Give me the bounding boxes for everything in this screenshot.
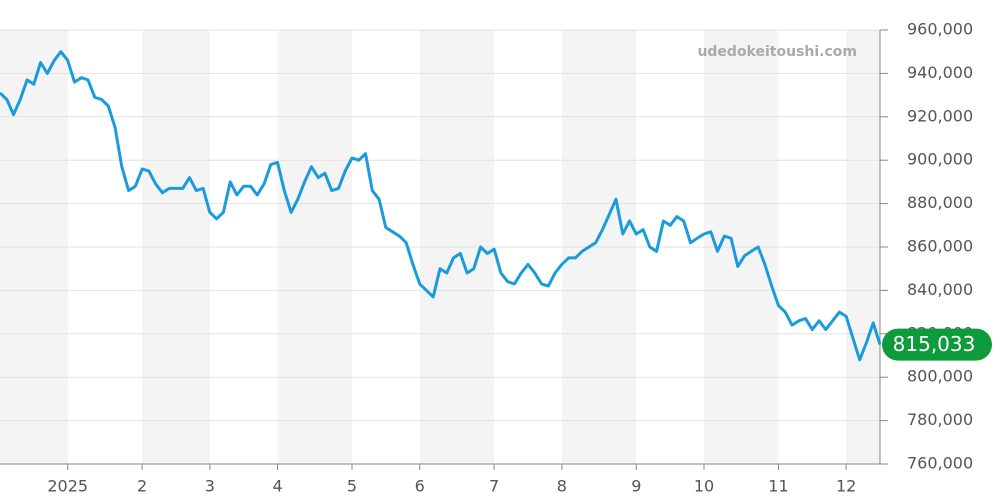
price-badge-label: 815,033 [893,332,976,356]
y-tick-label: 860,000 [907,237,973,256]
x-tick-label: 2025 [47,477,88,496]
x-tick-label: 7 [489,477,499,496]
x-tick-label: 12 [836,477,856,496]
price-badge [882,328,992,361]
x-tick-label: 6 [415,477,425,496]
x-tick-label: 4 [272,477,282,496]
x-tick-label: 8 [557,477,567,496]
y-tick-label: 960,000 [907,20,973,39]
y-tick-label: 940,000 [907,63,973,82]
watermark: udedokeitoushi.com [697,44,857,60]
x-tick-label: 9 [631,477,641,496]
y-tick-label: 760,000 [907,454,973,473]
price-line [0,50,882,362]
y-tick-label: 920,000 [907,106,973,125]
y-tick-label: 900,000 [907,150,973,169]
y-tick-label: 880,000 [907,193,973,212]
y-tick-label: 800,000 [907,367,973,386]
x-tick-label: 3 [205,477,215,496]
x-tick-label: 11 [768,477,788,496]
x-tick-label: 2 [137,477,147,496]
x-tick-label: 10 [694,477,714,496]
y-tick-label: 840,000 [907,280,973,299]
y-tick-label: 780,000 [907,410,973,429]
x-tick-label: 5 [347,477,357,496]
